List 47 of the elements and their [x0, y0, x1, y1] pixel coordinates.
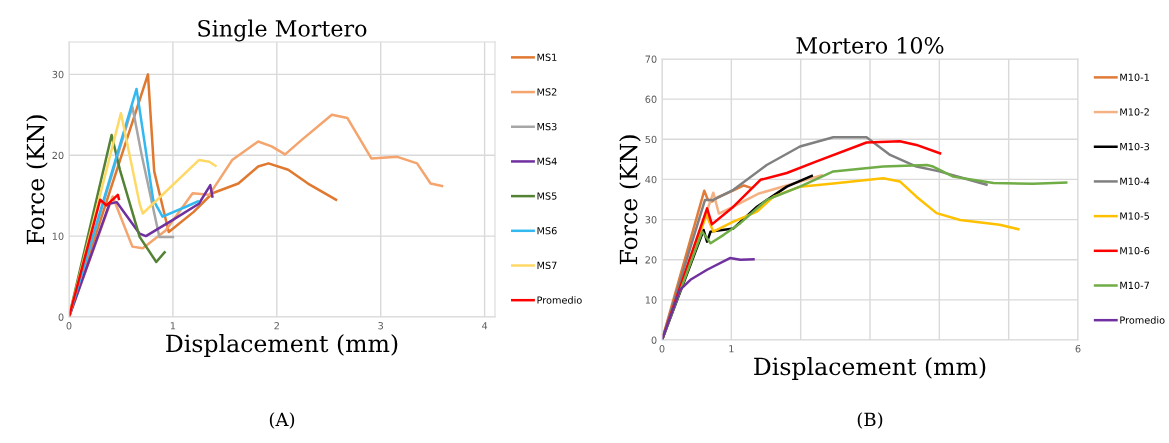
legend-label: M10-2 — [1120, 108, 1149, 116]
legend-label: M10-4 — [1120, 177, 1150, 185]
legend-label: MS6 — [537, 227, 557, 235]
legend-label: M10-5 — [1120, 212, 1149, 220]
legend-label: M10-1 — [1120, 73, 1149, 81]
y-tick-label: 60 — [645, 95, 657, 103]
y-axis-title: Force (KN) — [619, 135, 641, 265]
x-axis-title: Displacement (mm) — [166, 334, 398, 357]
y-tick-label: 50 — [645, 135, 657, 144]
x-tick-label: 0 — [659, 345, 665, 353]
line-series — [69, 193, 121, 317]
x-tick-label: 1 — [170, 322, 176, 330]
legend-label: M10-3 — [1120, 142, 1150, 151]
y-axis-title: Force (KN) — [26, 115, 48, 245]
x-tick-label: 1 — [729, 345, 734, 353]
text: (A) — [269, 412, 295, 429]
text: (B) — [857, 412, 883, 429]
legend-label: Promedio — [1120, 316, 1165, 324]
x-axis-title: Displacement (mm) — [754, 357, 986, 380]
legend-label: MS4 — [537, 157, 557, 165]
y-tick-label: 0 — [651, 336, 657, 344]
y-tick-label: 20 — [52, 151, 64, 160]
y-tick-label: 10 — [52, 232, 64, 240]
x-tick-label: 0 — [66, 322, 72, 330]
line-series — [69, 183, 214, 317]
x-tick-label: 6 — [1075, 345, 1081, 353]
legend-label: MS2 — [537, 88, 557, 96]
legend-label: MS7 — [537, 261, 557, 270]
y-tick-label: 30 — [645, 216, 657, 224]
legend-label: MS1 — [537, 53, 557, 61]
line-series — [662, 256, 755, 340]
y-tick-label: 10 — [645, 296, 657, 304]
x-tick-label: 2 — [274, 322, 279, 330]
legend-label: M10-7 — [1120, 281, 1149, 290]
x-tick-label: 3 — [378, 322, 384, 330]
y-tick-label: 40 — [645, 175, 657, 184]
y-tick-label: 70 — [645, 55, 657, 63]
x-tick-label: 4 — [481, 322, 488, 330]
legend-label: M10-6 — [1120, 247, 1150, 255]
y-tick-label: 30 — [52, 70, 64, 79]
chart-title: Single Mortero — [198, 19, 367, 42]
legend-label: Promedio — [537, 296, 582, 304]
y-tick-label: 20 — [645, 256, 657, 264]
y-tick-label: 0 — [58, 313, 64, 321]
legend-label: MS3 — [537, 122, 557, 131]
legend-label: MS5 — [537, 192, 557, 200]
chart-title: Mortero 10% — [796, 36, 944, 54]
